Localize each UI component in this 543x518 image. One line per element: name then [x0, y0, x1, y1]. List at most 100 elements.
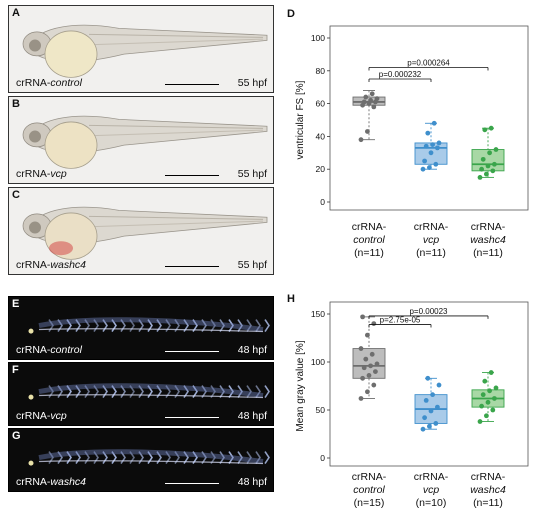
zebrafish-larva-image [22, 24, 268, 78]
plot-frame [329, 25, 529, 211]
data-point [493, 385, 499, 391]
y-tick-label: 40 [316, 131, 326, 141]
scale-bar [165, 83, 219, 85]
p-value-label: p=2.75e-05 [380, 316, 421, 325]
data-point [358, 137, 364, 143]
chart-d: 0 20 40 60 80 100 ventricular FS [%] p=0.000232… [295, 25, 529, 211]
data-point [423, 398, 429, 403]
y-tick-label: 100 [311, 33, 325, 43]
data-point [363, 94, 369, 100]
y-tick-label: 0 [320, 453, 325, 463]
data-point [477, 175, 483, 180]
data-point [492, 161, 497, 167]
data-point [487, 388, 492, 394]
data-point [482, 127, 488, 133]
x-category-label: crRNA-control (n=11) [351, 221, 387, 259]
p-value-label: p=0.00023 [409, 307, 448, 316]
y-tick-label: 150 [311, 309, 325, 319]
data-point [363, 356, 369, 362]
data-point [358, 346, 364, 351]
data-point [427, 165, 432, 170]
data-point [428, 408, 434, 414]
data-point [435, 145, 440, 151]
data-point [427, 423, 432, 429]
panel-letter: C [12, 189, 20, 201]
data-point [365, 129, 370, 134]
x-category-label: crRNA-vcp (n=11) [413, 221, 449, 259]
data-point [420, 166, 426, 172]
y-axis-label: ventricular FS [%] [295, 80, 306, 159]
stage-label: 48 hpf [237, 476, 267, 488]
stage-label: 55 hpf [237, 168, 267, 180]
data-point [430, 392, 435, 398]
y-tick-label: 20 [316, 164, 326, 174]
data-point [425, 375, 431, 381]
panel-letter-d: D [287, 8, 295, 20]
data-point [490, 407, 496, 413]
condition-caption: crRNA-washc4 [16, 259, 87, 271]
data-point [369, 351, 375, 357]
scale-bar [165, 416, 219, 418]
data-point [423, 143, 429, 149]
data-point [373, 369, 378, 374]
data-point [430, 142, 435, 147]
y-tick-label: 60 [316, 99, 326, 109]
x-category-label: crRNA-washc4 (n=11) [470, 221, 506, 259]
data-point [361, 365, 367, 371]
scale-bar [165, 265, 219, 267]
data-point [479, 166, 484, 172]
stage-label: 55 hpf [237, 77, 267, 89]
data-point [487, 150, 492, 156]
zebrafish-fluorescence-image [28, 317, 270, 334]
zebrafish-larva-image [22, 115, 268, 169]
panel-letter: B [12, 98, 20, 110]
data-point [374, 361, 380, 367]
data-point [368, 97, 373, 103]
chart-h: 0 50 100 150 Mean gray value [%] p=2.75e-05p=… [295, 301, 529, 467]
stage-label: 55 hpf [237, 259, 267, 271]
data-point [492, 396, 497, 401]
data-point [374, 96, 380, 102]
x-category-label: crRNA-control (n=15) [351, 471, 387, 509]
data-point [436, 140, 442, 146]
condition-caption: crRNA-vcp [16, 168, 67, 180]
data-point [480, 156, 486, 162]
zebrafish-larva-image [22, 206, 268, 260]
panel-letter: E [12, 298, 20, 310]
panel-letter: F [12, 364, 19, 376]
data-point [477, 419, 483, 424]
data-point [490, 168, 496, 174]
data-point [371, 321, 377, 326]
data-point [358, 396, 364, 401]
panel-letter: A [12, 7, 20, 19]
data-point [420, 426, 426, 432]
data-point [479, 403, 484, 409]
scale-bar [165, 350, 219, 352]
data-point [365, 332, 370, 338]
data-point [371, 382, 377, 388]
condition-caption: crRNA-washc4 [16, 476, 87, 488]
data-point [435, 404, 440, 410]
scale-bar [165, 174, 219, 176]
data-point [366, 373, 372, 378]
p-value-label: p=0.000264 [407, 59, 450, 68]
data-point [482, 378, 488, 384]
data-point [436, 382, 442, 388]
data-point [360, 314, 365, 320]
data-point [488, 370, 494, 375]
data-point [433, 421, 439, 426]
scale-bar [165, 482, 219, 484]
data-point [369, 91, 375, 97]
data-point [485, 399, 491, 405]
x-category-label: crRNA-vcp (n=10) [413, 471, 449, 509]
zebrafish-fluorescence-image [28, 383, 270, 400]
y-axis-label: Mean gray value [%] [295, 340, 306, 431]
y-tick-label: 100 [311, 357, 325, 367]
panel-letter-h: H [287, 293, 295, 305]
data-point [422, 158, 427, 164]
zebrafish-fluorescence-image [28, 449, 270, 466]
data-point [428, 150, 434, 156]
